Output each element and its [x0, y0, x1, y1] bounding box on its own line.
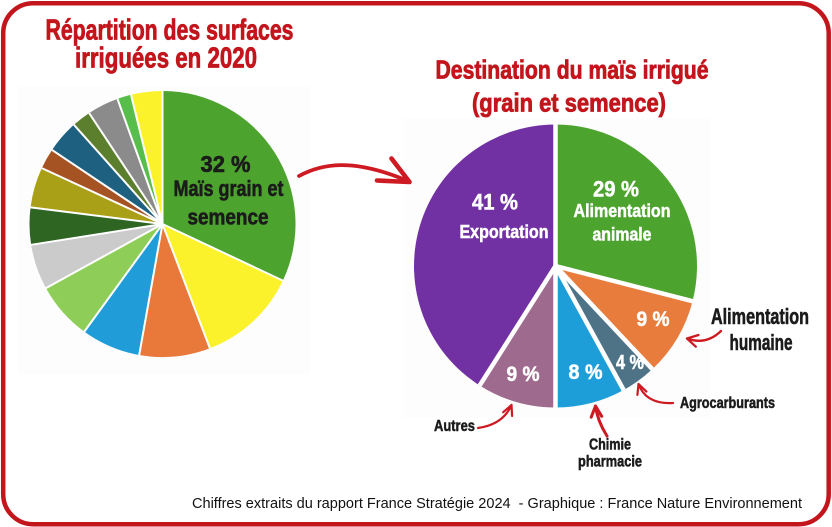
svg-text:Agrocarburants: Agrocarburants	[680, 395, 775, 412]
svg-text:Autres: Autres	[434, 418, 475, 435]
svg-text:Chiffres extraits du rapport F: Chiffres extraits du rapport France Stra…	[192, 495, 803, 512]
svg-text:humaine: humaine	[730, 330, 793, 355]
svg-text:Alimentation: Alimentation	[711, 304, 809, 329]
svg-text:pharmacie: pharmacie	[578, 454, 642, 471]
svg-text:9 %: 9 %	[507, 363, 540, 386]
svg-text:Alimentation: Alimentation	[574, 201, 671, 221]
svg-text:9 %: 9 %	[637, 308, 670, 331]
svg-text:animale: animale	[593, 225, 652, 245]
svg-text:Exportation: Exportation	[460, 222, 549, 242]
svg-text:Destination du maïs irrigué: Destination du maïs irrigué	[436, 55, 709, 85]
svg-text:4 %: 4 %	[616, 352, 644, 374]
svg-text:semence: semence	[188, 205, 269, 230]
svg-text:29 %: 29 %	[593, 177, 639, 202]
svg-text:8 %: 8 %	[569, 361, 603, 384]
svg-text:41 %: 41 %	[472, 190, 518, 215]
svg-text:Chimie: Chimie	[589, 437, 631, 454]
svg-text:irriguées en 2020: irriguées en 2020	[75, 43, 257, 75]
svg-text:Répartition des surfaces: Répartition des surfaces	[46, 15, 294, 47]
svg-text:32 %: 32 %	[201, 151, 251, 177]
svg-text:Maïs grain et: Maïs grain et	[174, 176, 284, 201]
svg-text:(grain et semence): (grain et semence)	[472, 88, 666, 118]
